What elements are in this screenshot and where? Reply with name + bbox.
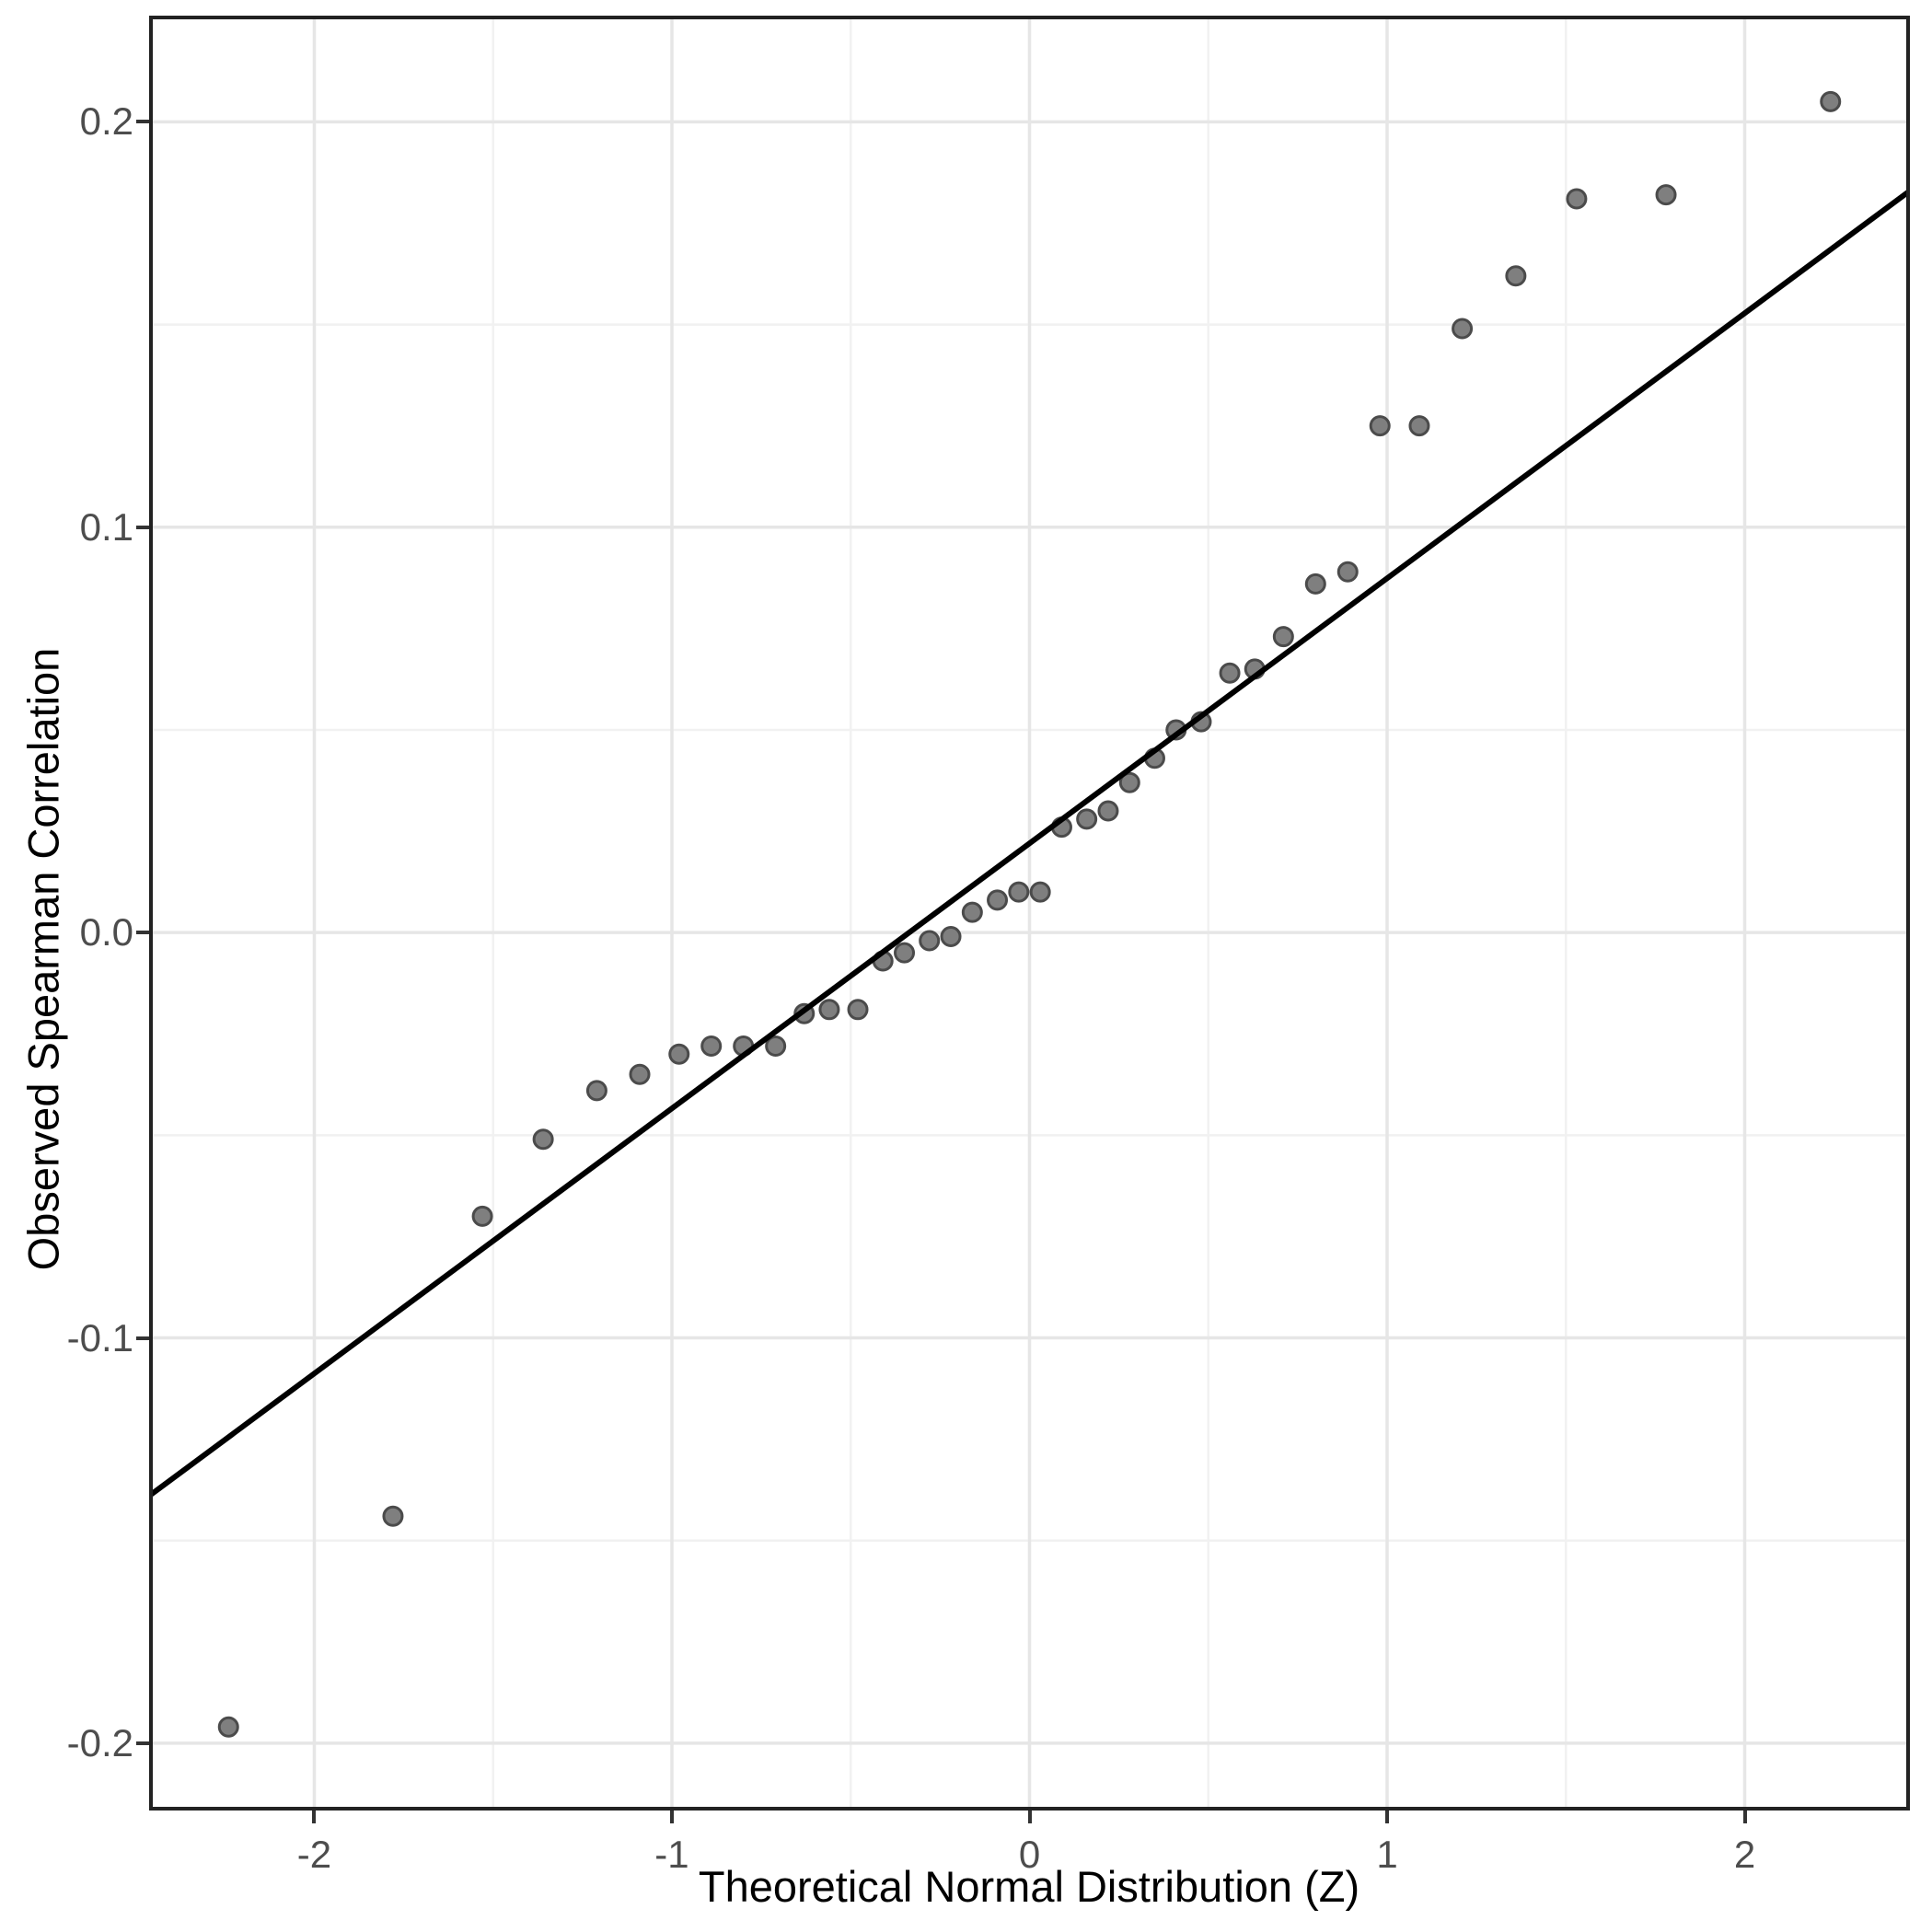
y-tick-mark — [136, 931, 149, 935]
data-point — [1566, 188, 1588, 210]
x-tick-mark — [1742, 1811, 1747, 1823]
y-tick-mark — [136, 120, 149, 124]
data-point — [987, 889, 1009, 911]
x-tick-label: 0 — [1018, 1833, 1041, 1876]
data-point — [1076, 808, 1098, 830]
data-point — [847, 999, 869, 1021]
x-axis-title: Theoretical Normal Distribution (Z) — [698, 1862, 1360, 1911]
y-tick-mark — [136, 1741, 149, 1745]
x-tick-mark — [1385, 1811, 1389, 1823]
x-tick-mark — [312, 1811, 317, 1823]
data-point — [1505, 265, 1527, 287]
plot-canvas — [149, 16, 1910, 1811]
x-tick-mark — [669, 1811, 674, 1823]
x-tick-mark — [1027, 1811, 1032, 1823]
data-point — [940, 926, 962, 948]
data-point — [961, 901, 983, 923]
data-point — [1272, 626, 1294, 648]
y-tick-label: 0.1 — [79, 504, 133, 549]
qq-reference-line — [149, 188, 1910, 1498]
data-point — [765, 1035, 787, 1057]
x-tick-label: -2 — [296, 1833, 332, 1876]
data-point — [919, 930, 941, 952]
data-point — [1029, 881, 1051, 903]
data-point — [1408, 415, 1430, 437]
data-point — [382, 1505, 404, 1527]
data-point — [629, 1063, 651, 1085]
data-point — [585, 1080, 607, 1102]
y-tick-label: -0.2 — [66, 1720, 133, 1764]
y-axis-title: Observed Spearman Correlation — [18, 647, 68, 1271]
x-tick-label: 1 — [1376, 1833, 1398, 1876]
y-tick-label: 0.2 — [79, 99, 133, 144]
y-tick-label: -0.1 — [66, 1315, 133, 1359]
x-tick-label: 2 — [1733, 1833, 1756, 1876]
data-point — [1820, 90, 1842, 112]
data-point — [700, 1035, 723, 1057]
data-point — [1655, 184, 1677, 206]
data-point — [471, 1205, 493, 1227]
data-point — [818, 999, 840, 1021]
data-point — [1118, 771, 1140, 793]
data-point — [894, 942, 916, 964]
data-point — [1304, 573, 1326, 595]
plot-panel — [149, 16, 1910, 1811]
y-tick-label: 0.0 — [79, 910, 133, 954]
data-point — [1452, 318, 1474, 340]
data-point — [1336, 561, 1359, 583]
y-tick-mark — [136, 1336, 149, 1340]
data-point — [1369, 415, 1391, 437]
data-point — [217, 1716, 239, 1738]
data-point — [1008, 881, 1030, 903]
data-point — [532, 1128, 554, 1151]
data-point — [668, 1043, 690, 1065]
data-point — [1219, 662, 1241, 684]
data-point — [1097, 800, 1119, 822]
y-tick-mark — [136, 525, 149, 529]
x-tick-label: -1 — [654, 1833, 689, 1876]
